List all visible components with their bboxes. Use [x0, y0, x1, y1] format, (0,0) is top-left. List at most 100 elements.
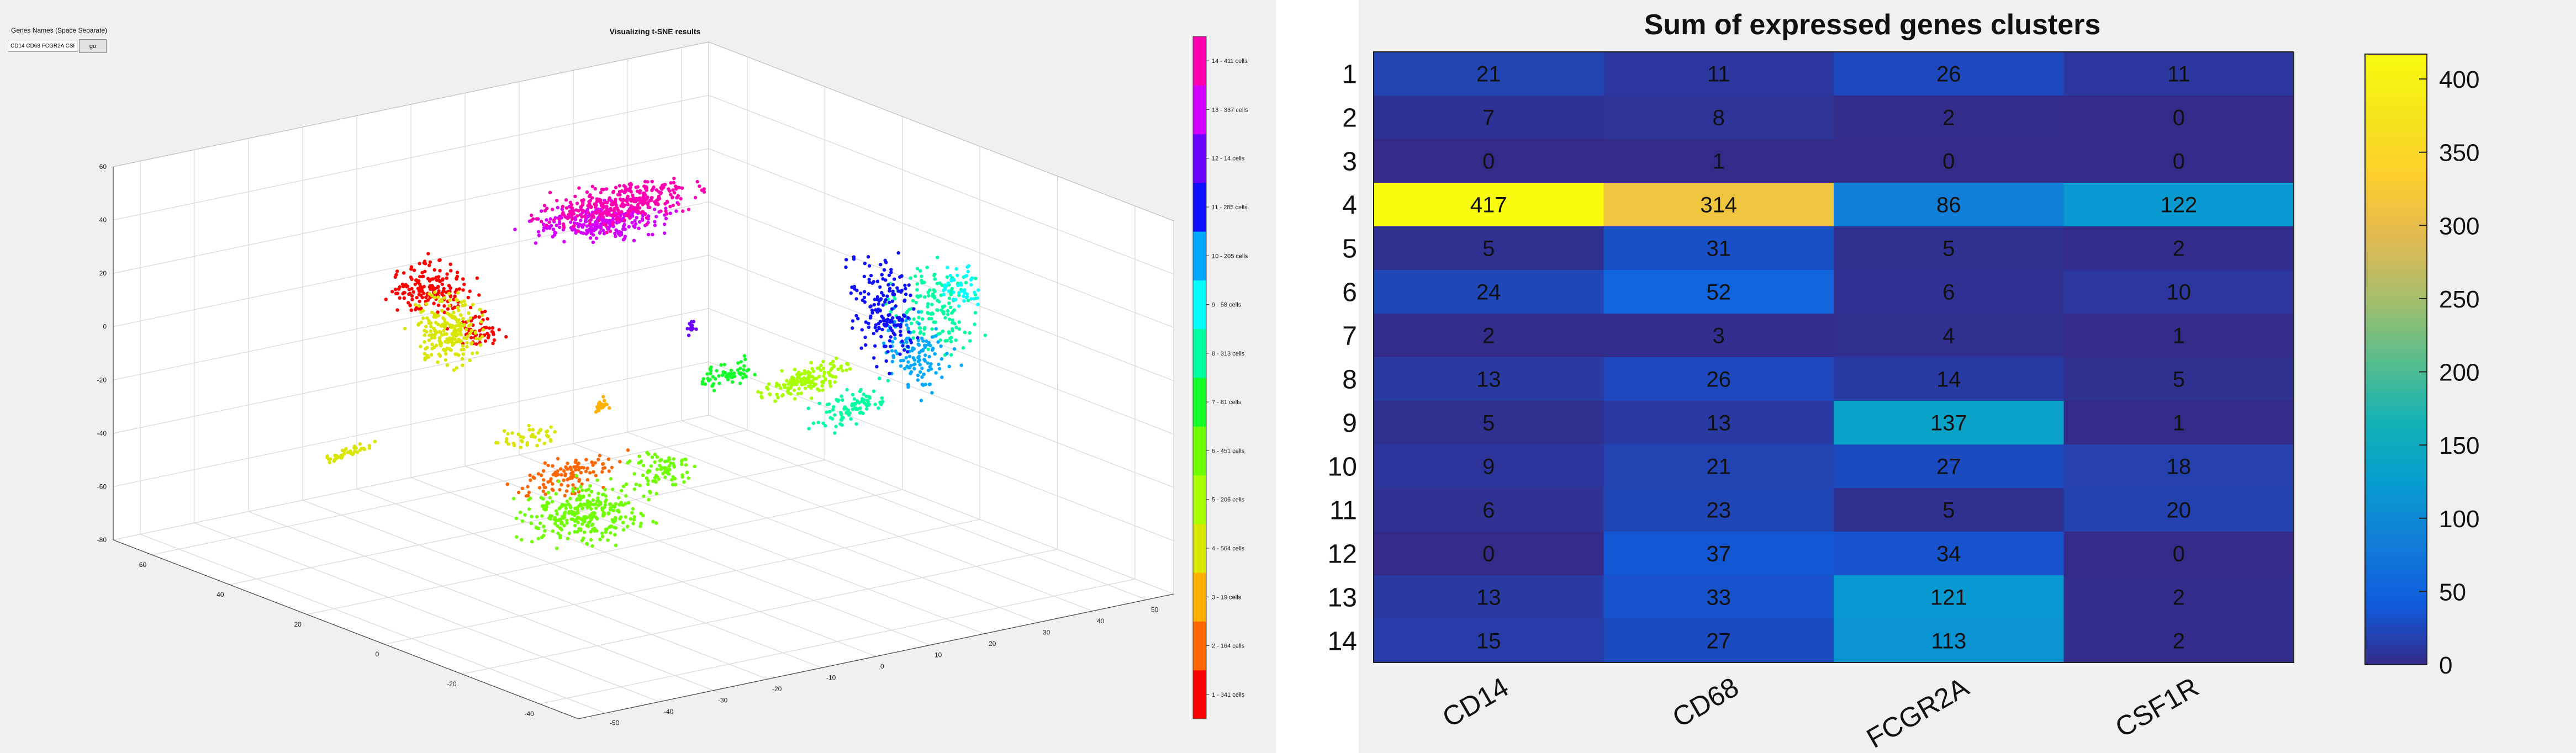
tsne-point [883, 258, 887, 262]
tsne-point [563, 494, 567, 497]
tsne-point [680, 473, 684, 477]
heatmap-colorbar-segment [2365, 598, 2427, 604]
tsne-point [504, 440, 509, 444]
tsne-point [743, 357, 747, 362]
tsne-point [409, 265, 414, 269]
tsne-point [354, 446, 358, 450]
tsne-point [578, 494, 582, 499]
tsne-point [683, 457, 688, 461]
tsne-point [596, 496, 600, 500]
tsne-point [425, 316, 429, 320]
tsne-point [909, 321, 914, 325]
tsne-point [886, 328, 890, 332]
tsne-point [917, 354, 921, 358]
tsne-point [608, 406, 611, 410]
tsne-point [705, 372, 709, 376]
gene-names-input[interactable] [8, 40, 77, 52]
tsne-point [714, 377, 717, 381]
tsne-point [785, 379, 789, 383]
tsne-point [353, 449, 357, 454]
tsne-point [407, 301, 410, 305]
tsne-point [645, 476, 649, 480]
tsne-point [806, 370, 810, 374]
tsne-point [759, 391, 763, 395]
tsne-point [604, 218, 608, 222]
tsne-point [829, 368, 833, 372]
tsne-point [783, 385, 787, 389]
tsne-point [557, 220, 562, 224]
tsne-point [915, 282, 919, 286]
tsne-point [541, 534, 546, 538]
tsne-point [869, 314, 873, 319]
tsne-point [844, 265, 848, 269]
tsne-point [469, 319, 473, 323]
tsne-point [408, 303, 412, 307]
tsne-point [687, 333, 691, 337]
tsne-point [583, 530, 587, 534]
tsne-point [639, 512, 643, 516]
tsne-point [951, 321, 954, 325]
tsne-point [452, 298, 456, 301]
heatmap-colorbar-segment [2365, 59, 2427, 65]
tsne-point [927, 383, 931, 386]
heatmap-colorbar-segment [2365, 461, 2427, 467]
tsne-point [452, 368, 456, 372]
tsne-point [503, 429, 506, 433]
tsne-point [452, 341, 456, 346]
tsne-point [461, 277, 465, 281]
tsne-point [893, 336, 897, 341]
tsne-point [780, 369, 784, 373]
tsne-point [890, 299, 894, 303]
tsne-point [442, 348, 446, 352]
tsne-point [906, 344, 910, 349]
tsne-point [579, 517, 583, 521]
x-tick-label: -50 [610, 719, 620, 727]
heatmap-cell-value: 0 [1942, 150, 1955, 174]
tsne-point [527, 490, 531, 495]
tsne-point [425, 346, 429, 349]
tsne-point [440, 292, 444, 296]
tsne-point [867, 280, 872, 284]
tsne-point [440, 309, 444, 312]
tsne-point [434, 275, 438, 279]
tsne-point [546, 434, 550, 438]
tsne-point [619, 501, 623, 505]
tsne-point [432, 336, 436, 340]
tsne-point [966, 299, 970, 303]
tsne-point [618, 460, 622, 464]
tsne-title: Visualizing t-SNE results [610, 27, 701, 36]
tsne-point [587, 524, 590, 528]
tsne-point [642, 494, 646, 498]
tsne-point [597, 503, 600, 507]
heatmap-colorbar-segment [2365, 125, 2427, 131]
tsne-point [551, 482, 555, 486]
tsne-point [454, 317, 458, 321]
tsne-point [543, 492, 547, 496]
tsne-point [490, 326, 495, 330]
tsne-point [962, 299, 966, 303]
tsne-point [416, 280, 420, 284]
tsne-point [436, 295, 440, 299]
tsne-point [721, 373, 725, 377]
heatmap-colorbar-segment [2365, 563, 2427, 569]
tsne-point [437, 278, 441, 282]
tsne-point [520, 538, 524, 542]
tsne-point [545, 218, 548, 222]
tsne-point [911, 336, 915, 340]
axes-line [708, 201, 1174, 381]
tsne-point [604, 527, 608, 532]
tsne-point [601, 513, 605, 517]
tsne-point [417, 304, 421, 308]
tsne-point [811, 379, 815, 383]
tsne-point [722, 363, 726, 367]
tsne-point [851, 326, 854, 330]
tsne-point [939, 357, 944, 361]
tsne-point [776, 396, 780, 400]
tsne-point [412, 268, 416, 272]
go-button[interactable]: go [79, 39, 107, 53]
tsne-point [609, 477, 613, 481]
tsne-point [576, 516, 579, 521]
heatmap-colorbar-segment [2365, 105, 2427, 111]
tsne-point [588, 471, 592, 475]
tsne-point [541, 489, 545, 493]
